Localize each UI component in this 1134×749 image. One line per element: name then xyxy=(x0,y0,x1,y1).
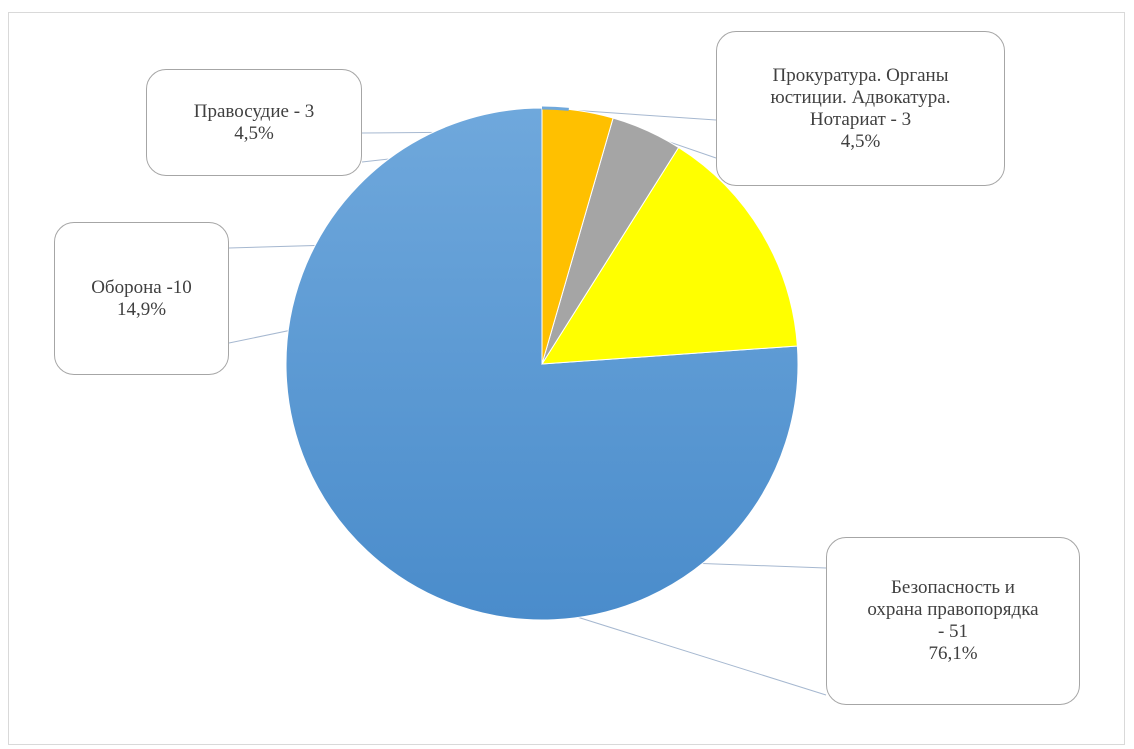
data-label-justice: Правосудие - 3 4,5% xyxy=(146,69,362,176)
pie-slices xyxy=(285,106,799,621)
data-label-defense: Оборона -10 14,9% xyxy=(54,222,229,375)
data-label-percent: 4,5% xyxy=(234,122,274,144)
data-label-line: юстиции. Адвокатура. xyxy=(770,86,951,108)
data-label-line: Безопасность и xyxy=(891,577,1015,598)
data-label-security: Безопасность и охрана правопорядка - 51 … xyxy=(826,537,1080,705)
data-label-prosecution: Прокуратура. Органы юстиции. Адвокатура.… xyxy=(716,31,1005,186)
data-label-line: Прокуратура. Органы xyxy=(772,64,949,86)
pie-slice-defense xyxy=(541,146,798,365)
data-label-line: - 51 xyxy=(937,621,969,642)
data-label-line: Правосудие - 3 xyxy=(193,100,315,122)
leader-line-prosecution xyxy=(577,110,717,121)
data-label-line: Нотариат - 3 xyxy=(809,108,912,130)
data-label-percent: 14,9% xyxy=(116,298,167,320)
data-label-percent: 4,5% xyxy=(840,130,881,152)
data-label-line: охрана правопорядка xyxy=(867,599,1039,620)
pie-slice-edge xyxy=(541,106,569,111)
data-label-line: Оборона -10 xyxy=(91,276,192,298)
data-label-percent: 76,1% xyxy=(928,643,978,664)
